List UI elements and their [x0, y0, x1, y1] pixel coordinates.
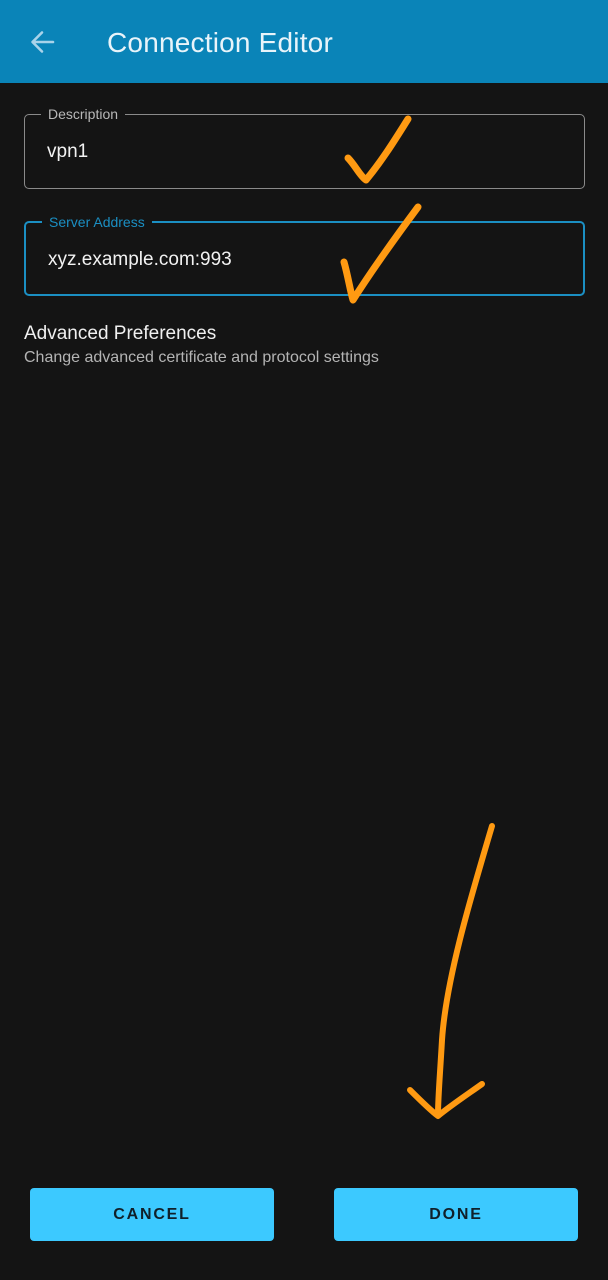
advanced-preferences-title: Advanced Preferences — [24, 323, 217, 344]
app-bar: Connection Editor — [0, 0, 608, 83]
advanced-preferences-subtitle: Change advanced certificate and protocol… — [24, 349, 379, 366]
description-field[interactable]: Description — [24, 105, 585, 189]
description-input[interactable] — [47, 137, 547, 167]
server-address-label: Server Address — [42, 213, 152, 231]
server-address-field[interactable]: Server Address — [24, 213, 585, 296]
advanced-preferences-item[interactable]: Advanced Preferences Change advanced cer… — [24, 321, 584, 373]
page-title: Connection Editor — [107, 27, 333, 58]
server-address-input[interactable] — [48, 245, 548, 275]
back-button[interactable] — [22, 22, 62, 62]
arrow-down-icon — [435, 823, 495, 1117]
cancel-button[interactable]: CANCEL — [30, 1188, 274, 1241]
done-button[interactable]: DONE — [334, 1188, 578, 1241]
description-label: Description — [41, 105, 126, 123]
arrow-left-icon — [31, 31, 55, 53]
arrow-head-icon — [407, 1081, 485, 1119]
